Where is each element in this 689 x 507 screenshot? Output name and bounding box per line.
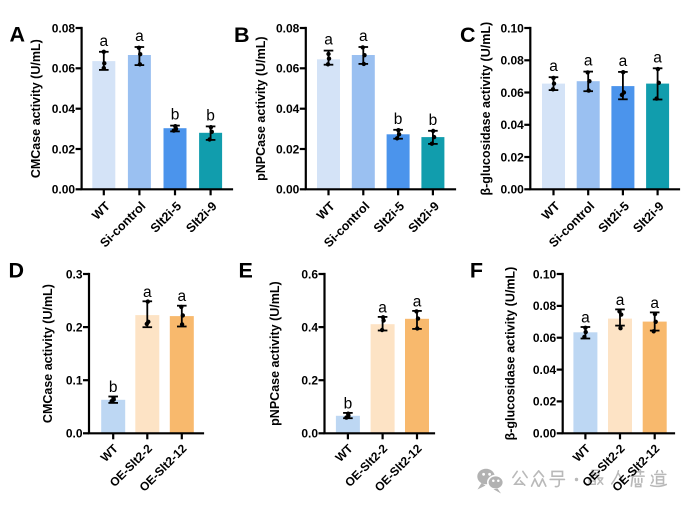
svg-text:0.08: 0.08 [533, 299, 557, 313]
svg-text:0.6: 0.6 [301, 267, 318, 281]
svg-text:B: B [234, 23, 250, 47]
svg-text:b: b [171, 107, 180, 124]
svg-text:0.02: 0.02 [52, 142, 76, 156]
svg-text:β-glucosidase activity (U/mL): β-glucosidase activity (U/mL) [479, 22, 493, 196]
svg-text:a: a [581, 310, 590, 327]
svg-text:a: a [653, 49, 662, 66]
svg-text:b: b [206, 107, 215, 124]
svg-text:b: b [394, 111, 403, 128]
svg-text:a: a [143, 284, 152, 301]
svg-text:0.04: 0.04 [500, 118, 524, 132]
svg-text:b: b [344, 395, 353, 412]
svg-text:0.2: 0.2 [301, 374, 318, 388]
svg-text:a: a [135, 28, 144, 45]
svg-text:0.08: 0.08 [276, 21, 300, 35]
svg-text:a: a [584, 53, 593, 70]
svg-text:0.08: 0.08 [500, 54, 524, 68]
svg-text:0.08: 0.08 [52, 21, 76, 35]
svg-text:CMCase activity (U/mL): CMCase activity (U/mL) [41, 284, 55, 423]
svg-text:0.02: 0.02 [500, 150, 524, 164]
svg-text:a: a [99, 33, 108, 50]
svg-text:0.1: 0.1 [66, 374, 83, 388]
svg-text:F: F [470, 259, 483, 283]
svg-text:0.00: 0.00 [500, 183, 524, 197]
svg-text:0.06: 0.06 [500, 86, 524, 100]
svg-text:0.2: 0.2 [66, 320, 83, 334]
svg-text:E: E [239, 259, 253, 283]
svg-text:0.06: 0.06 [533, 331, 557, 345]
svg-text:a: a [177, 288, 186, 305]
svg-text:β-glucosidase activity (U/mL): β-glucosidase activity (U/mL) [504, 267, 518, 441]
svg-text:b: b [429, 112, 438, 129]
svg-text:0.04: 0.04 [52, 102, 76, 116]
svg-text:0.0: 0.0 [66, 427, 83, 441]
svg-text:a: a [549, 58, 558, 75]
svg-text:0.10: 0.10 [533, 267, 557, 281]
svg-text:a: a [324, 32, 333, 49]
svg-text:0.10: 0.10 [500, 21, 524, 35]
svg-text:b: b [109, 379, 118, 396]
svg-text:CMCase activity (U/mL): CMCase activity (U/mL) [29, 39, 43, 178]
svg-text:A: A [10, 23, 26, 47]
svg-text:pNPCase activity (U/mL): pNPCase activity (U/mL) [268, 281, 282, 425]
svg-text:0.00: 0.00 [533, 427, 557, 441]
svg-text:0.06: 0.06 [276, 62, 300, 76]
svg-text:0.06: 0.06 [52, 62, 76, 76]
svg-text:pNPCase activity (U/mL): pNPCase activity (U/mL) [254, 36, 268, 180]
svg-text:0.02: 0.02 [276, 142, 300, 156]
svg-text:0.04: 0.04 [533, 363, 557, 377]
svg-text:a: a [619, 53, 628, 70]
svg-text:a: a [616, 292, 625, 309]
svg-text:0.02: 0.02 [533, 395, 557, 409]
svg-text:0.0: 0.0 [301, 427, 318, 441]
svg-text:a: a [650, 295, 659, 312]
svg-text:C: C [460, 23, 476, 47]
svg-text:0.00: 0.00 [276, 183, 300, 197]
svg-text:a: a [413, 293, 422, 310]
svg-text:a: a [359, 28, 368, 45]
svg-text:0.4: 0.4 [301, 320, 318, 334]
svg-text:0.3: 0.3 [66, 267, 83, 281]
svg-text:a: a [378, 299, 387, 316]
svg-text:0.00: 0.00 [52, 183, 76, 197]
svg-text:D: D [9, 259, 25, 283]
svg-text:0.04: 0.04 [276, 102, 300, 116]
